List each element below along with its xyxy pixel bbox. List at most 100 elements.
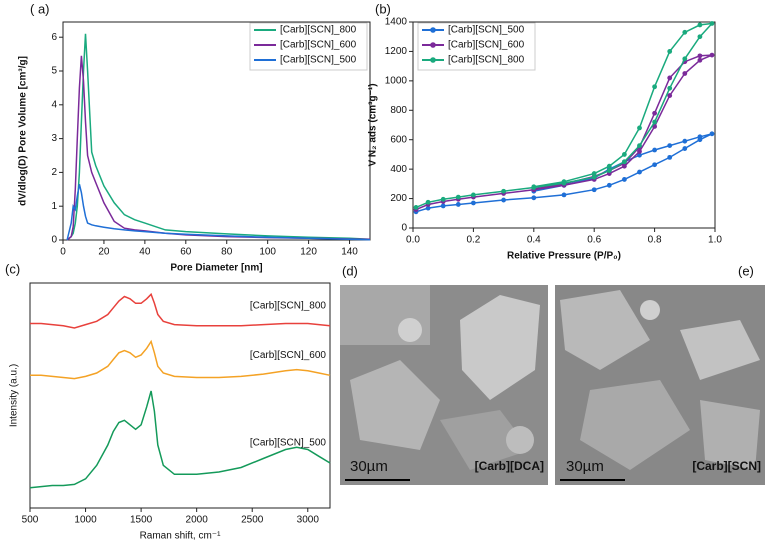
x-tick-label: 1.0 [708,235,722,246]
data-point [637,169,642,175]
y-axis-label: Intensity (a.u.) [9,364,20,427]
legend-label: [Carb][SCN]_600 [448,40,525,51]
data-point [455,194,461,200]
x-tick-label: 120 [300,247,317,258]
panel-label: ( a) [30,1,50,16]
y-tick-label: 0 [51,235,57,246]
y-tick-label: 6 [51,32,57,43]
legend-label: [Carb][SCN]_600 [280,40,357,51]
series-line [29,390,331,489]
x-tick-label: 0.2 [466,235,480,246]
y-tick-label: 1200 [385,46,408,57]
plot-frame [412,21,716,229]
data-point [697,53,703,59]
y-tick-label: 5 [51,66,57,77]
x-tick-label: 20 [98,247,110,258]
data-point [682,146,688,151]
image-caption: [Carb][DCA] [475,459,544,473]
plot-frame [62,21,371,241]
series-label: [Carb][SCN]_600 [250,350,327,361]
legend-marker [430,27,436,33]
x-tick-label: 80 [221,247,233,258]
sem-image-e: 30µm [Carb][SCN] [555,285,765,485]
data-point [606,168,612,174]
x-tick-label: 0.6 [587,235,601,246]
y-tick-label: 800 [390,105,407,116]
y-axis-label: dV/dlog(D) Pore Volume [cm³/g] [18,56,29,206]
data-point [501,197,506,203]
data-point [637,149,642,154]
x-tick-label: 100 [259,247,276,258]
x-tick-label: 0.8 [648,235,662,246]
x-axis-label: Relative Pressure (P/P₀) [507,251,621,262]
panel-label: (e) [738,263,754,278]
y-tick-label: 2 [51,167,57,178]
x-tick-label: 2500 [241,515,264,526]
scale-bar-label: 30µm [566,458,604,475]
x-tick-label: 3000 [297,515,320,526]
data-point [471,192,476,198]
x-tick-label: 1000 [74,515,97,526]
data-point [697,57,703,63]
data-point [667,93,673,98]
panel-label: (d) [342,263,358,278]
y-tick-label: 1000 [385,75,408,86]
legend-marker [430,57,436,63]
data-point [652,119,657,125]
y-tick-label: 0 [401,223,407,234]
y-tick-label: 4 [51,99,57,110]
data-point [413,205,419,210]
plot-frame [29,282,331,509]
data-point [709,52,715,58]
data-point [591,171,597,176]
data-point [471,200,476,206]
data-point [709,131,715,137]
x-tick-label: 0.0 [406,235,420,246]
data-point [622,159,627,165]
data-point [697,22,703,28]
data-point [682,71,688,76]
data-point [591,174,597,180]
data-point [501,188,506,194]
series-line [66,33,371,241]
data-point [637,152,642,158]
x-tick-label: 0.4 [527,235,541,246]
x-tick-label: 500 [22,515,39,526]
data-point [667,49,673,54]
x-tick-label: 0 [60,247,66,258]
legend-label: [Carb][SCN]_500 [448,25,525,36]
data-point [682,138,688,144]
data-point [531,195,537,201]
panel-label: (c) [5,261,20,276]
y-tick-label: 3 [51,133,57,144]
data-point [637,125,642,131]
data-point [652,84,657,90]
x-tick-label: 2000 [186,515,209,526]
data-point [652,110,657,116]
x-axis-label: Pore Diameter [nm] [170,263,262,274]
data-point [709,21,715,26]
y-tick-label: 600 [390,134,407,145]
legend-marker [430,42,436,48]
data-point [637,143,642,149]
legend-label: [Carb][SCN]_800 [280,25,357,36]
y-tick-label: 400 [390,164,407,175]
data-point [440,196,446,202]
x-tick-label: 40 [139,247,151,258]
series-label: [Carb][SCN]_500 [250,438,327,449]
data-point [440,203,446,209]
data-point [455,202,461,207]
data-point [606,163,612,169]
series-line [66,55,371,241]
x-tick-label: 60 [180,247,192,258]
data-point [531,184,537,190]
data-point [425,199,431,205]
sem-image-d: 30µm [Carb][DCA] [340,285,548,485]
x-axis-label: Raman shift, cm⁻¹ [140,531,222,542]
data-point [561,192,567,198]
legend-label: [Carb][SCN]_800 [448,55,525,66]
data-point [667,143,673,149]
image-caption: [Carb][SCN] [692,459,761,473]
series-line [30,292,331,329]
data-point [667,85,673,91]
